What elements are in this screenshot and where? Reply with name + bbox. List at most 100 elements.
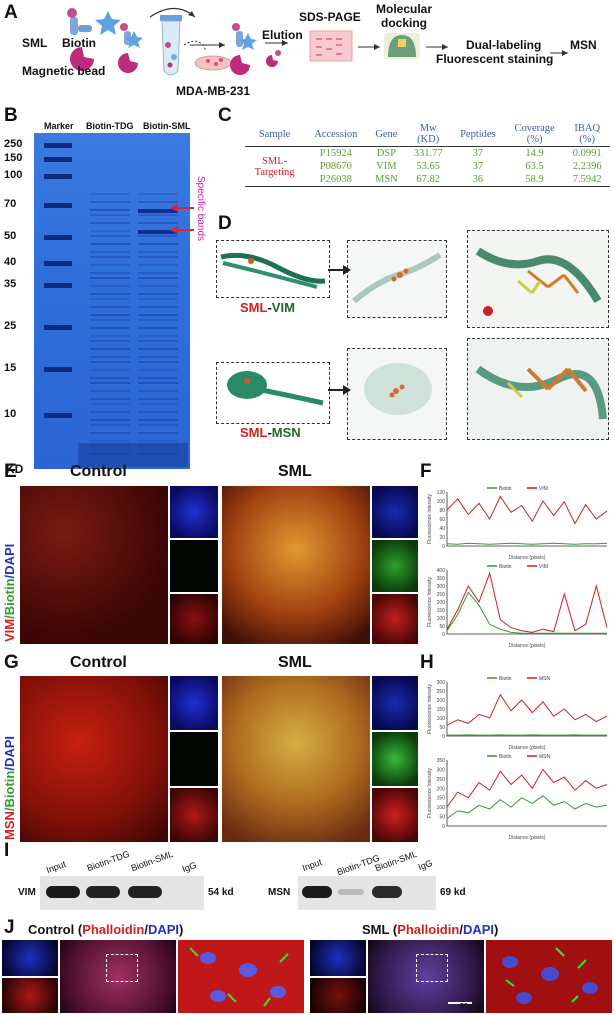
scale-label: 50 μm [460, 1003, 481, 1010]
e-control-biotin [170, 540, 218, 592]
biotin-star-icon [95, 11, 121, 35]
tube-icon [160, 15, 182, 76]
zoom-cells [502, 947, 598, 1004]
sample-band [90, 272, 130, 274]
sample-band [138, 398, 178, 400]
sample-band [90, 256, 130, 258]
ladder-label: 10 [4, 408, 17, 420]
slash: / [459, 922, 463, 937]
scale-bar [448, 1002, 472, 1004]
sample-band [90, 319, 130, 321]
plot-axes [446, 682, 607, 737]
vim-zoom-box [347, 240, 447, 318]
wb-left-blot [40, 876, 204, 910]
lane-label: IgG [416, 857, 434, 873]
e-control-red [170, 594, 218, 644]
series-line-biotin [446, 795, 608, 819]
specific-band [138, 209, 178, 213]
cell-gene: DSP [376, 148, 397, 159]
label-vim-part: VIM [271, 300, 295, 315]
g-control-merge [20, 676, 168, 842]
sample-band [90, 369, 130, 371]
y-tick-label: 50 [439, 624, 445, 630]
y-tick-label: 0 [442, 734, 445, 740]
series-line-biotin [446, 591, 607, 634]
plot-f-top: 0 20 40 60 80 100 120 Distance (pixels) Fluoresc… [427, 486, 608, 561]
e-sml-biotin [372, 540, 418, 592]
sample-band [90, 382, 130, 384]
label-sml-part: SML [240, 300, 268, 315]
vim-complex-label: SML-VIM [240, 300, 295, 315]
gel-bands [44, 143, 188, 467]
cell-gene: MSN [375, 174, 398, 185]
sample-band [90, 398, 130, 400]
g-sml-red [372, 788, 418, 842]
paren: ( [392, 922, 398, 937]
cell-peptides: 37 [472, 148, 484, 159]
sample-band [90, 235, 130, 237]
label-dual-labeling: Dual-labeling [466, 38, 542, 52]
legend-label: Biotin [499, 676, 512, 682]
wb-right-size: 69 kd [440, 887, 466, 898]
cell-peptides: 36 [472, 174, 484, 185]
cell-dish-icon [194, 55, 232, 71]
y-tick-label: 250 [437, 777, 446, 783]
cell-accession: P15924 [319, 148, 352, 159]
y-tick-label: 50 [439, 725, 445, 731]
lane-label: Input [44, 858, 68, 876]
th-gene: Gene [367, 122, 406, 147]
panel-label-d: D [218, 213, 232, 234]
wb-left-size: 54 kd [208, 887, 234, 898]
ladder-label: 40 [4, 256, 17, 268]
j-sml-dapi [310, 940, 366, 976]
sample-band [90, 424, 130, 426]
band [128, 886, 162, 898]
plot-h-top: 0 50 100 150 200 250 300 Distance (pixels) Fluor… [427, 676, 608, 751]
y-tick-label: 0 [442, 632, 445, 638]
sample-band [138, 264, 178, 266]
label-msn-part: MSN [271, 425, 301, 440]
label-biotin: Biotin [62, 36, 96, 50]
ladder-label: 25 [4, 320, 17, 332]
x-axis-label: Distance (pixels) [509, 643, 546, 649]
sample-band [90, 348, 130, 350]
ladder-band [44, 413, 72, 418]
wb-left-lanes: Input Biotin-TDG Biotin-SML IgG [40, 846, 220, 878]
msn-zoom-box [347, 348, 447, 440]
g-sml-title: SML [278, 654, 312, 671]
lane-marker-label: Marker [44, 121, 74, 131]
cell-coverage: 14.9 [525, 148, 544, 159]
sample-band [90, 390, 130, 392]
docking-icon [384, 33, 420, 59]
y-tick-label: 0 [442, 824, 445, 830]
workflow-diagram [67, 7, 568, 76]
vim-detail-box [467, 230, 609, 328]
ladder-label: 35 [4, 278, 17, 290]
band [338, 889, 364, 895]
plot-axes [446, 760, 607, 827]
sample-band [90, 285, 130, 287]
sample-band [90, 411, 130, 413]
side-vim: VIM [2, 618, 17, 642]
sample-band [90, 264, 130, 266]
y-tick-label: 20 [439, 535, 445, 541]
panel-label-e: E [4, 461, 17, 482]
sample-band [138, 201, 178, 203]
sample-band [90, 432, 130, 434]
cell-ibaq: 0.0991 [572, 148, 602, 159]
g-sml-biotin [372, 732, 418, 786]
th-ibaq: IBAQ (%) [564, 122, 610, 147]
g-control-title: Control [70, 654, 127, 671]
y-axis-label: Fluorescence Intensity [427, 576, 433, 627]
sds-gel-icon [309, 30, 353, 62]
sample-band [90, 403, 130, 405]
cell-mw: 53.65 [416, 161, 440, 172]
side-dapi: /DAPI [2, 543, 17, 579]
y-axis-label: Fluorescence Intensity [427, 683, 433, 734]
sample-band [90, 230, 130, 232]
sml-molecule-icon [67, 8, 92, 35]
y-tick-label: 250 [437, 689, 446, 695]
sample-band [90, 277, 130, 279]
lane-label: Biotin-TDG [85, 848, 131, 874]
cell-mw: 67.82 [416, 174, 440, 185]
